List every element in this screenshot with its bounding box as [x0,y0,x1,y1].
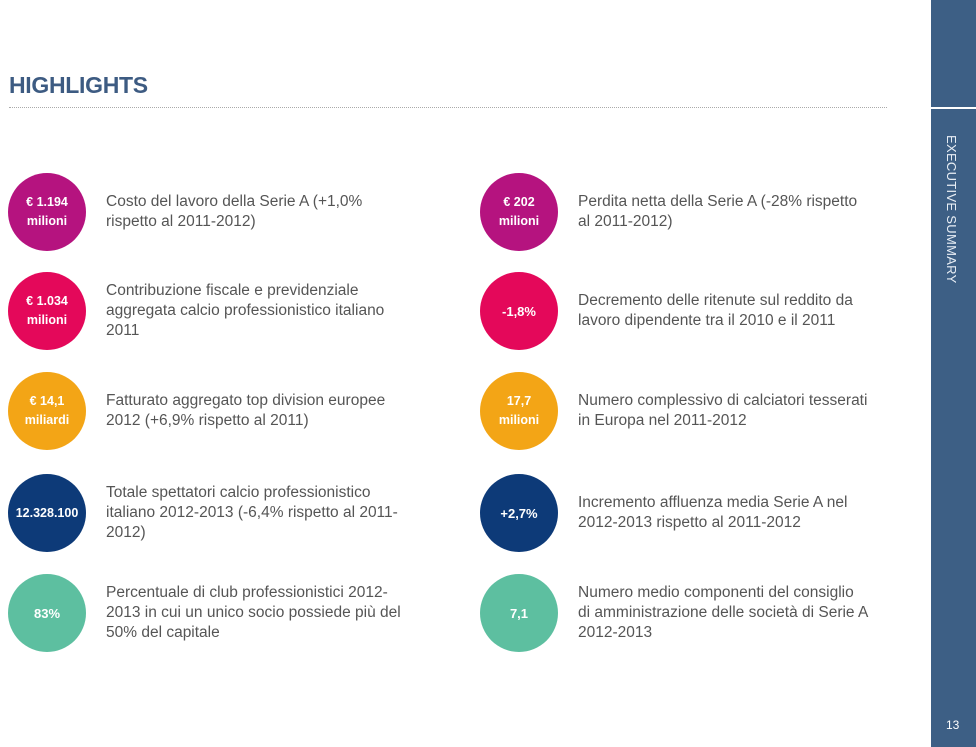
divider [9,107,887,108]
highlight-item: +2,7% Incremento affluenza media Serie A … [480,474,868,552]
highlight-value-circle: -1,8% [480,272,558,350]
highlight-description: Totale spettatori calcio professionistic… [106,484,398,541]
highlight-value-circle: 7,1 [480,574,558,652]
highlight-value-circle: +2,7% [480,474,558,552]
highlight-description: Numero medio componenti del consiglio di… [578,584,868,641]
highlight-value-circle: 12.328.100 [8,474,86,552]
page-title: HIGHLIGHTS [9,72,148,98]
highlight-description: Fatturato aggregato top division europee… [106,392,386,429]
highlight-item: 12.328.100 Totale spettatori calcio profe… [8,474,416,552]
highlight-description: Numero complessivo di calciatori tessera… [578,392,868,429]
section-label: EXECUTIVE SUMMARY [944,135,959,284]
highlight-item: € 202 milioni Perdita netta della Serie A … [480,173,868,251]
highlight-description: Costo del lavoro della Serie A (+1,0% ri… [106,193,363,230]
sidebar [931,0,976,747]
highlight-value-circle: € 1.194 milioni [8,173,86,251]
highlight-description: Perdita netta della Serie A (-28% rispet… [578,193,858,230]
highlight-value-circle: € 1.034 milioni [8,272,86,350]
highlight-item: € 14,1 miliardi Fatturato aggregato top di… [8,372,416,450]
highlight-description: Contribuzione fiscale e previdenziale ag… [106,282,385,339]
highlight-value-circle: € 202 milioni [480,173,558,251]
page-number: 13 [946,718,960,732]
highlight-item: 17,7 milioni Numero complessivo di calciat… [480,372,868,450]
sidebar-divider [928,107,976,109]
highlight-value-circle: 83% [8,574,86,652]
highlight-item: -1,8% Decremento delle ritenute sul reddi… [480,272,868,350]
highlight-description: Incremento affluenza media Serie A nel 2… [578,494,848,531]
highlight-description: Percentuale di club professionistici 201… [106,584,401,641]
highlight-item: € 1.194 milioni Costo del lavoro della Ser… [8,173,416,251]
highlight-item: 83% Percentuale di club professionistici … [8,574,416,652]
highlight-value-circle: 17,7 milioni [480,372,558,450]
highlight-item: € 1.034 milioni Contribuzione fiscale e pr… [8,272,416,350]
highlight-item: 7,1 Numero medio componenti del consiglio… [480,574,868,652]
highlight-value-circle: € 14,1 miliardi [8,372,86,450]
highlight-description: Decremento delle ritenute sul reddito da… [578,292,853,329]
